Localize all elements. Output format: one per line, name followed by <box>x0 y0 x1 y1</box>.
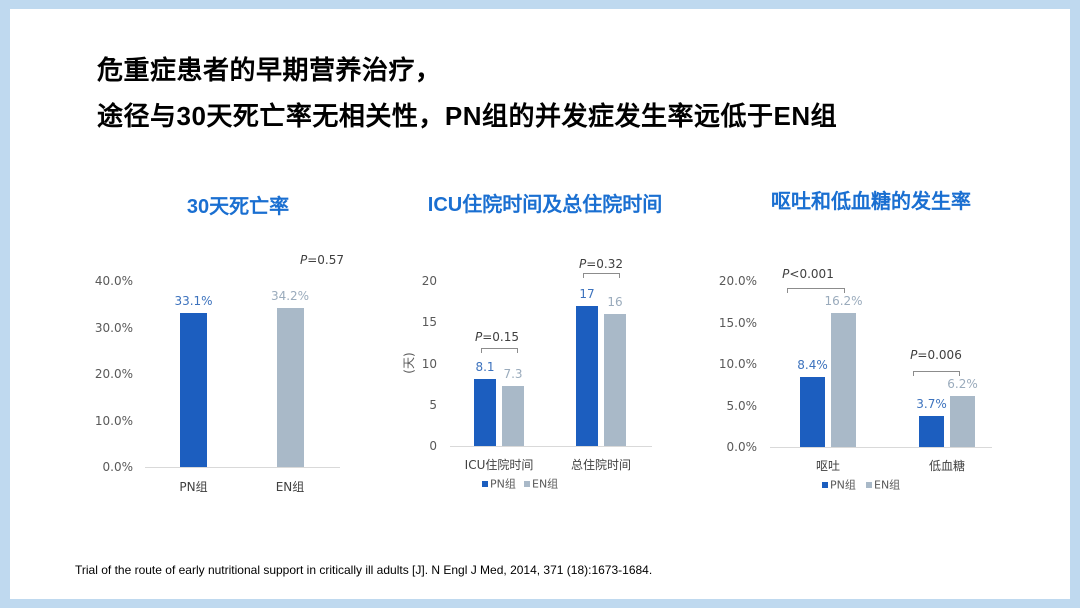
slide-heading-line-2: 途径与30天死亡率无相关性，PN组的并发症发生率远低于EN组 <box>97 101 838 131</box>
slide-heading-line-1: 危重症患者的早期营养治疗， <box>97 55 442 85</box>
reference-citation: Trial of the route of early nutritional … <box>75 563 653 577</box>
slide-canvas <box>10 9 1070 599</box>
